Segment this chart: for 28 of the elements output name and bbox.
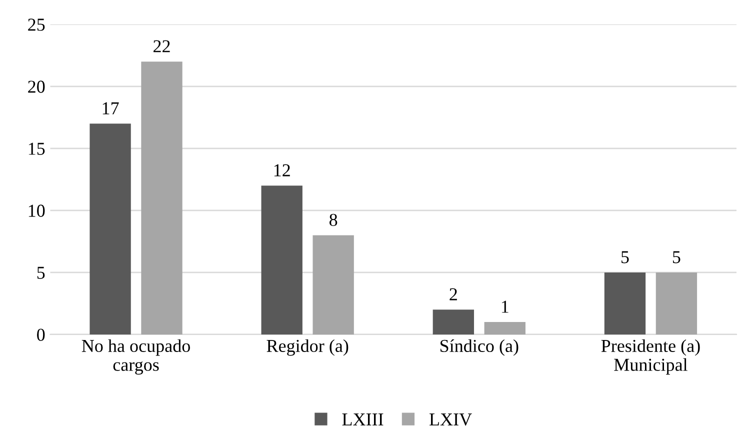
legend-label: LXIV: [429, 414, 472, 426]
x-tick-label: Regidor (a): [266, 339, 348, 356]
bar: [90, 124, 131, 334]
bar: [312, 235, 354, 334]
data-label: 8: [330, 214, 338, 226]
data-label: 17: [102, 102, 119, 114]
data-label: 5: [672, 251, 680, 264]
y-tick-label: 10: [28, 204, 45, 217]
data-label: 5: [622, 251, 629, 264]
y-tick-label: 15: [28, 142, 45, 155]
y-tick-label: 25: [28, 18, 45, 31]
bar: [261, 186, 302, 334]
bar: [656, 272, 698, 334]
bar: [484, 322, 526, 334]
bar: [432, 310, 474, 334]
data-label: 1: [502, 300, 508, 313]
data-label: 2: [450, 288, 457, 300]
bar: [141, 62, 182, 334]
y-tick-label: 5: [37, 266, 45, 279]
x-tick-label: Presidente (a) Municipal: [601, 339, 700, 375]
x-tick-label: Síndico (a): [440, 339, 518, 356]
x-tick-label: No ha ocupado cargos: [82, 339, 190, 375]
legend-label: LXIII: [342, 414, 384, 426]
y-tick-label: 20: [28, 80, 45, 93]
data-label: 22: [154, 40, 170, 52]
y-tick-label: 0: [37, 328, 45, 341]
data-label: 12: [274, 164, 290, 176]
bar: [604, 272, 646, 334]
